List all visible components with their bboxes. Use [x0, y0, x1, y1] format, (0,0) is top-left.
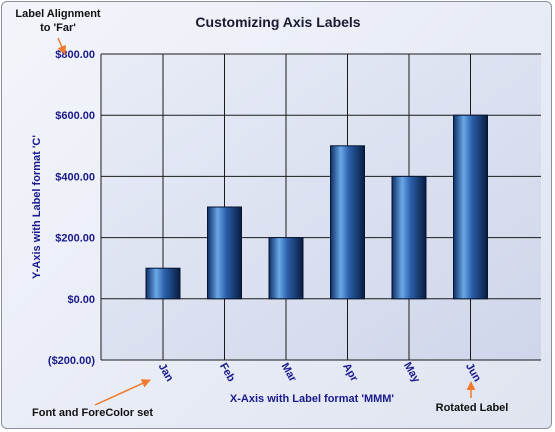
bar-jan [145, 267, 181, 300]
x-tick-label-apr: Apr [340, 361, 360, 384]
bar-jun [453, 114, 488, 300]
y-tick-label: ($200.00) [48, 355, 95, 367]
annotation-arrow-label-alignment [57, 37, 66, 55]
x-tick-labels: Jan Feb Mar Apr May Jun [156, 360, 484, 385]
x-tick-label-mar: Mar [279, 361, 300, 385]
y-axis-label: Y-Axis with Label format 'C' [31, 135, 43, 279]
y-tick-label: $0.00 [67, 294, 95, 306]
annotation-label-alignment-line2: to 'Far' [40, 22, 76, 34]
bar-apr [330, 145, 365, 300]
x-tick-label-feb: Feb [217, 361, 237, 384]
annotation-font-forecolor: Font and ForeColor set [32, 407, 153, 419]
chart-title: Customizing Axis Labels [195, 14, 360, 30]
y-tick-label: $600.00 [55, 110, 95, 122]
annotation-label-alignment-line1: Label Alignment [15, 8, 100, 20]
y-tick-label: $200.00 [55, 233, 95, 245]
bar-feb [207, 206, 242, 300]
y-tick-labels: ($200.00) $0.00 $200.00 $400.00 $600.00 $800.… [48, 49, 95, 367]
x-axis-label: X-Axis with Label format 'MMM' [230, 393, 395, 405]
x-tick-label-may: May [401, 360, 423, 385]
annotation-arrow-font-forecolor [94, 379, 151, 406]
bar-may [391, 175, 427, 300]
x-tick-label-jun: Jun [463, 361, 483, 384]
bars [145, 114, 488, 300]
bar-mar [268, 237, 304, 300]
x-tick-label-jan: Jan [156, 361, 176, 384]
y-tick-label: $800.00 [55, 49, 95, 61]
annotation-rotated-label: Rotated Label [436, 402, 509, 414]
y-tick-label: $400.00 [55, 171, 95, 183]
